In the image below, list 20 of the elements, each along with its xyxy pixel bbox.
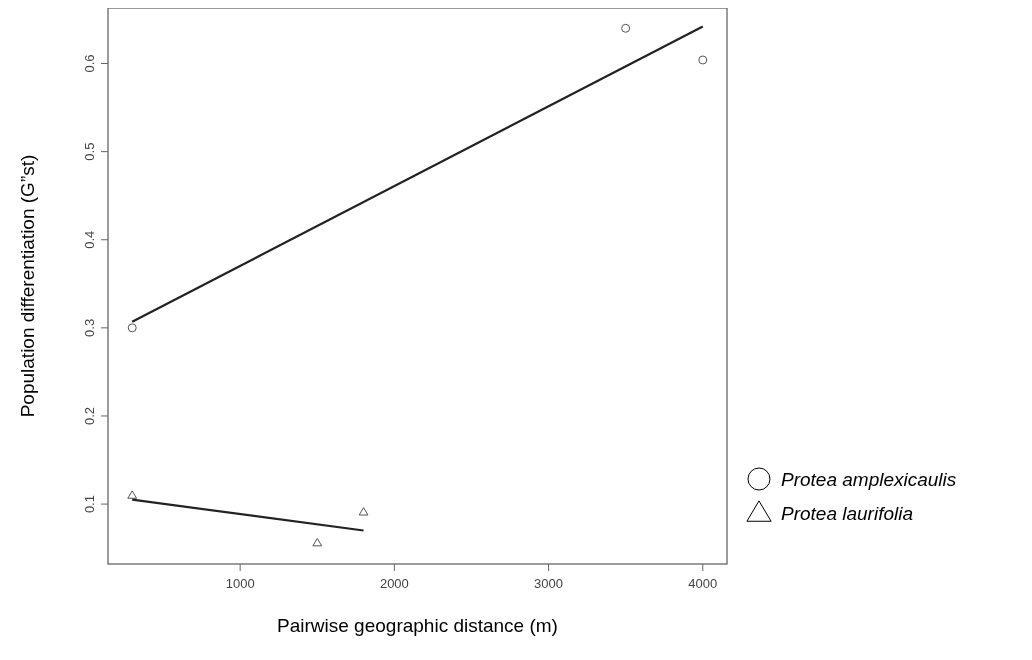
point (621, 23, 631, 33)
x-tick-label: 1000 (225, 576, 255, 591)
x-axis-title: Pairwise geographic distance (m) (277, 615, 558, 636)
text: Protea amplexicaulis (781, 469, 957, 490)
y-tick-label: 0.4 (82, 230, 97, 249)
y-tick-label: 0.5 (82, 142, 97, 161)
point (358, 507, 369, 516)
point (127, 490, 138, 499)
x-tick-label: 3000 (534, 576, 564, 591)
y-tick-label: 0.1 (82, 495, 97, 514)
point (312, 537, 323, 547)
text: Protea laurifolia (781, 503, 914, 524)
point (127, 323, 137, 333)
x-tick-label: 2000 (379, 576, 409, 591)
y-tick-label: 0.2 (82, 406, 97, 426)
y-tick-label: 0.6 (82, 54, 97, 73)
y-axis-title: Population differentiation (G”st) (17, 154, 38, 418)
x-tick-label: 4000 (688, 576, 718, 591)
y-tick-label: 0.3 (82, 318, 97, 337)
point (698, 55, 708, 65)
